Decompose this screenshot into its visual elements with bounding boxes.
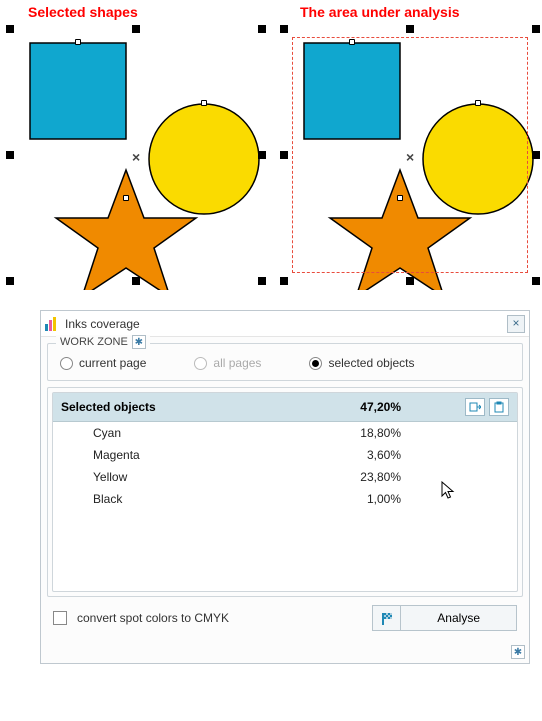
table-row: Magenta3,60% xyxy=(53,444,517,466)
table-row: Cyan18,80% xyxy=(53,422,517,444)
results-outer: Selected objects 47,20% Cyan18,80%Magent… xyxy=(47,387,523,597)
bars-icon xyxy=(45,317,59,331)
workzone-fieldset: WORK ZONE ✱ current page all pages selec… xyxy=(47,343,523,381)
canvas-area: Selected shapes The area under analysis … xyxy=(0,0,542,300)
table-row: Black1,00% xyxy=(53,488,517,510)
radio-all-pages[interactable]: all pages xyxy=(194,356,261,370)
analyse-button[interactable]: Analyse xyxy=(372,605,517,631)
convert-checkbox[interactable] xyxy=(53,611,67,625)
radio-current-page[interactable]: current page xyxy=(60,356,146,370)
inks-coverage-panel: Inks coverage × WORK ZONE ✱ current page… xyxy=(40,310,530,664)
export-icon[interactable] xyxy=(465,398,485,416)
gear-icon[interactable]: ✱ xyxy=(132,335,146,349)
table-row: Yellow23,80% xyxy=(53,466,517,488)
workzone-legend: WORK ZONE ✱ xyxy=(56,335,150,349)
panel-title: Inks coverage xyxy=(65,317,140,331)
settings-gear-icon[interactable]: ✱ xyxy=(511,645,525,659)
results-table: Selected objects 47,20% Cyan18,80%Magent… xyxy=(52,392,518,592)
panel-footer: convert spot colors to CMYK Analyse xyxy=(47,597,523,639)
convert-label: convert spot colors to CMYK xyxy=(77,611,362,625)
analysis-area-outline xyxy=(292,37,528,273)
caption-left: Selected shapes xyxy=(28,4,138,20)
caption-right: The area under analysis xyxy=(300,4,460,20)
panel-titlebar[interactable]: Inks coverage × xyxy=(41,311,529,337)
right-group[interactable]: × xyxy=(280,25,540,290)
flag-icon xyxy=(373,606,401,630)
left-group[interactable]: × xyxy=(6,25,266,290)
close-icon[interactable]: × xyxy=(507,315,525,333)
table-header: Selected objects 47,20% xyxy=(53,393,517,422)
radio-selected-objects[interactable]: selected objects xyxy=(309,356,414,370)
clipboard-icon[interactable] xyxy=(489,398,509,416)
